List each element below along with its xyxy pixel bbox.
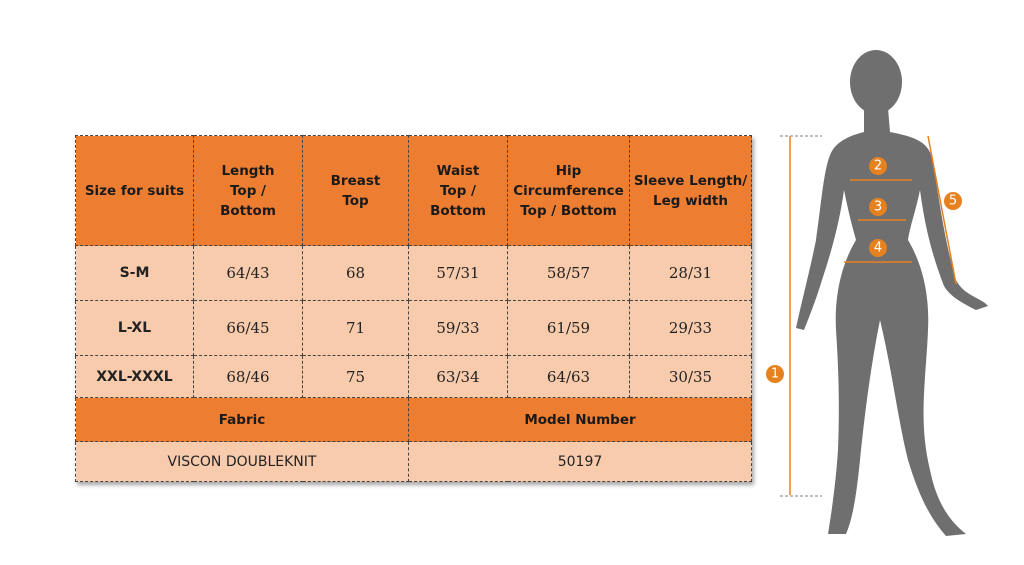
header-cell: Breast Top [302,135,409,246]
body-cell: 29/33 [629,300,752,356]
body-cell: L-XL [75,300,194,356]
markers: 1 2 3 4 5 [766,157,962,383]
header-text: Breast [330,172,381,189]
body-cell: 68 [302,245,409,301]
body-row: XXL-XXXL 68/46 75 63/34 64/63 30/35 [75,355,752,398]
header-text: Hip [555,162,582,179]
body-cell: 66/45 [193,300,303,356]
footer-value-cell: 50197 [408,441,752,482]
header-text: Circumference [513,182,624,199]
header-text: Sleeve Length/ [633,172,748,189]
footer-header-row: Fabric Model Number [75,397,752,442]
footer-value-row: VISCON DOUBLEKNIT 50197 [75,441,752,482]
marker-label: 3 [874,200,882,215]
header-cell: Size for suits [75,135,194,246]
body-cell: 63/34 [408,355,508,398]
header-text: Top / Bottom [520,202,617,219]
body-cell: 28/31 [629,245,752,301]
marker-label: 2 [874,159,882,174]
footer-header-cell: Fabric [75,397,409,442]
body-cell: 68/46 [193,355,303,398]
header-text: Bottom [220,202,276,219]
measure-lines [780,135,957,497]
footer-header-cell: Model Number [408,397,752,442]
body-row: L-XL 66/45 71 59/33 61/59 29/33 [75,300,752,356]
body-cell: 30/35 [629,355,752,398]
body-cell: 64/63 [507,355,630,398]
body-cell: 71 [302,300,409,356]
size-table: Size for suits Length Top / Bottom Breast Top… [75,135,752,482]
marker-label: 5 [949,194,957,209]
header-cell: Sleeve Length/Leg width [629,135,752,246]
header-text: Top / [230,182,266,199]
footer-value-cell: VISCON DOUBLEKNIT [75,441,409,482]
body-cell: S-M [75,245,194,301]
header-text: Top [342,192,369,209]
header-cell: Length Top / Bottom [193,135,303,246]
header-text: Waist [436,162,480,179]
header-row: Size for suits Length Top / Bottom Breast Top… [75,135,752,246]
body-cell: 75 [302,355,409,398]
body-cell: 64/43 [193,245,303,301]
silhouette [796,50,988,536]
body-cell: 61/59 [507,300,630,356]
header-text: Size for suits [84,182,185,199]
body-cell: 57/31 [408,245,508,301]
marker-label: 4 [874,241,882,256]
header-cell: Waist Top / Bottom [408,135,508,246]
body-cell: XXL-XXXL [75,355,194,398]
body-cell: 59/33 [408,300,508,356]
figure: 1 2 3 4 5 [766,50,988,536]
marker-label: 1 [771,367,779,382]
header-text: Leg width [653,192,728,209]
header-cell: Hip Circumference Top / Bottom [507,135,630,246]
header-text: Bottom [430,202,486,219]
header-text: Length [221,162,275,179]
header-text: Top / [440,182,476,199]
body-row: S-M 64/43 68 57/31 58/57 28/31 [75,245,752,301]
body-cell: 58/57 [507,245,630,301]
